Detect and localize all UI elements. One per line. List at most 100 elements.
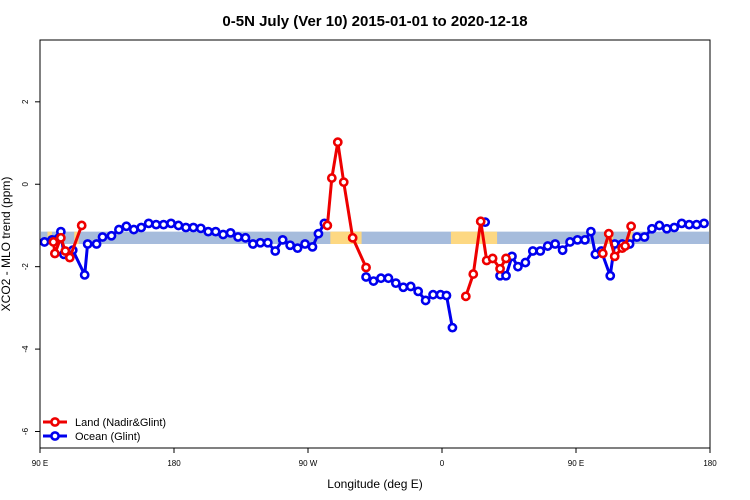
- ocean-data-point: [173, 220, 184, 231]
- y-tick-label: 0: [21, 181, 30, 186]
- x-tick-label: 90 E: [32, 459, 48, 468]
- ocean-data-point: [390, 278, 401, 289]
- ocean-data-point: [428, 289, 438, 300]
- ocean-data-point: [143, 218, 154, 229]
- ocean-legend-marker: [50, 431, 60, 441]
- ocean-data-point: [669, 222, 680, 233]
- land-data-point: [475, 216, 486, 227]
- ocean-data-point: [605, 270, 616, 281]
- land-data-point: [347, 232, 358, 243]
- land-data-point: [487, 253, 498, 264]
- ocean-data-point: [441, 290, 452, 301]
- ocean-data-point: [654, 220, 665, 231]
- ocean-data-point: [79, 270, 90, 280]
- plot-frame: [39, 39, 711, 449]
- land-data-point: [332, 137, 343, 148]
- ocean-data-point: [520, 257, 531, 268]
- ocean-data-point: [639, 232, 650, 242]
- land-band-segment: [453, 231, 498, 244]
- series-layer: [39, 137, 709, 333]
- land-data-point: [501, 253, 511, 264]
- ocean-data-point: [661, 223, 672, 234]
- y-tick-label: -4: [21, 345, 30, 353]
- ocean-data-point: [292, 243, 303, 254]
- ocean-data-point: [166, 218, 176, 229]
- ocean-data-point: [270, 246, 281, 256]
- ocean-data-point: [501, 270, 511, 281]
- ocean-data-point: [277, 234, 288, 245]
- y-axis-label: XCO2 - MLO trend (ppm): [0, 177, 13, 312]
- x-axis-label: Longitude (deg E): [327, 477, 422, 491]
- x-tick-label: 180: [703, 459, 717, 468]
- ocean-data-point: [535, 246, 546, 256]
- ocean-data-point: [368, 276, 379, 286]
- land-data-point: [76, 220, 87, 231]
- land-series-line: [325, 140, 368, 269]
- ocean-data-point: [699, 218, 709, 229]
- x-tick-label: 0: [440, 459, 445, 468]
- y-tick-label: -2: [21, 263, 30, 271]
- ocean-data-point: [691, 219, 702, 230]
- ocean-data-point: [225, 227, 236, 238]
- y-tick-label: -6: [21, 427, 30, 435]
- ocean-data-point: [376, 273, 386, 284]
- ocean-data-point: [647, 223, 657, 234]
- ocean-data-point: [218, 229, 229, 240]
- ocean-data-point: [572, 234, 583, 245]
- land-data-point: [597, 248, 608, 259]
- ocean-data-point: [447, 322, 458, 333]
- ocean-data-point: [405, 281, 416, 292]
- ocean-data-point: [248, 239, 258, 249]
- ocean-data-point: [195, 223, 206, 234]
- x-tick-label: 90 W: [299, 459, 318, 468]
- ocean-data-point: [313, 228, 324, 239]
- x-tick-label: 180: [167, 459, 181, 468]
- ocean-data-point: [188, 222, 199, 233]
- land-data-point: [468, 269, 479, 279]
- land-data-point: [609, 251, 620, 262]
- ocean-data-point: [632, 232, 642, 242]
- ocean-data-point: [684, 219, 695, 230]
- ocean-data-point: [151, 219, 162, 230]
- land-data-point: [460, 291, 471, 302]
- ocean-data-point: [39, 237, 50, 247]
- ocean-data-point: [580, 234, 590, 245]
- ocean-data-point: [557, 245, 568, 256]
- land-data-point: [338, 177, 349, 188]
- legend: Land (Nadir&Glint) Ocean (Glint): [43, 417, 166, 443]
- land-data-point: [626, 221, 636, 232]
- land-legend-marker: [50, 417, 60, 427]
- ocean-data-point: [565, 237, 575, 247]
- ocean-data-point: [121, 221, 132, 232]
- ocean-data-point: [136, 222, 147, 233]
- ocean-data-point: [255, 237, 266, 248]
- land-data-point: [361, 262, 371, 273]
- ocean-data-point: [210, 226, 221, 237]
- land-data-point: [60, 246, 71, 256]
- ocean-data-point: [114, 224, 124, 235]
- land-data-point: [603, 228, 614, 239]
- ocean-data-point: [550, 239, 561, 249]
- ocean-data-point: [181, 222, 191, 233]
- land-data-point: [64, 252, 75, 263]
- ocean-data-point: [233, 232, 243, 242]
- ocean-data-point: [542, 241, 553, 251]
- land-legend-label: Land (Nadir&Glint): [75, 417, 166, 429]
- land-data-point: [495, 263, 505, 274]
- ocean-data-point: [420, 295, 431, 306]
- land-data-point: [55, 232, 66, 243]
- land-data-point: [620, 241, 631, 251]
- ocean-data-point: [398, 282, 409, 293]
- x-axis: 90 E 180 90 W 0 90 E 180: [32, 448, 717, 468]
- ocean-data-point: [106, 230, 117, 241]
- ocean-data-point: [97, 232, 108, 242]
- y-tick-label: 2: [21, 99, 30, 104]
- land-data-point: [326, 173, 337, 183]
- ocean-data-point: [307, 241, 318, 252]
- ocean-data-point: [300, 239, 310, 249]
- ocean-data-point: [82, 239, 93, 249]
- land-data-point: [49, 248, 60, 259]
- ocean-data-point: [91, 239, 102, 249]
- y-axis: -6 -4 -2 0 2: [21, 99, 40, 435]
